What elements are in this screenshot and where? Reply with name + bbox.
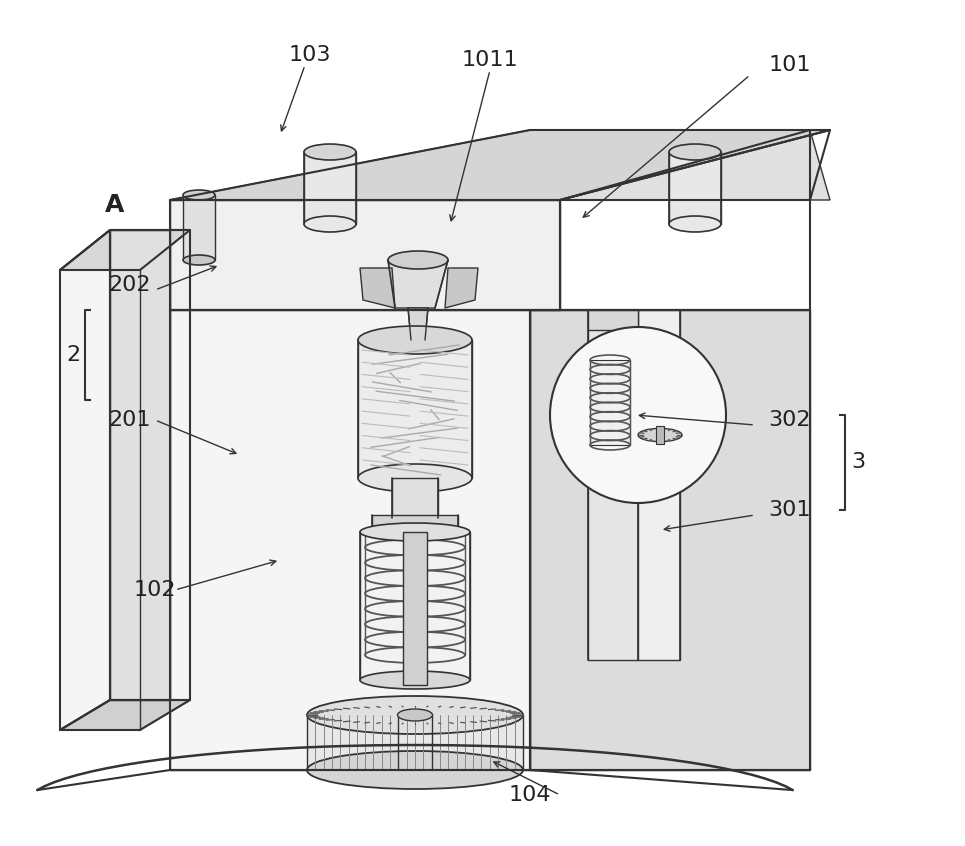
Polygon shape — [304, 152, 356, 224]
Text: 301: 301 — [769, 500, 812, 520]
Ellipse shape — [307, 696, 523, 734]
Polygon shape — [110, 230, 190, 700]
Polygon shape — [358, 340, 472, 478]
Text: 201: 201 — [109, 410, 152, 430]
Polygon shape — [170, 310, 530, 770]
Ellipse shape — [358, 464, 472, 492]
Polygon shape — [388, 260, 448, 308]
Text: 104: 104 — [509, 785, 551, 805]
Polygon shape — [360, 532, 470, 680]
Ellipse shape — [307, 751, 523, 789]
Ellipse shape — [398, 709, 432, 721]
Polygon shape — [588, 310, 638, 330]
Text: 2: 2 — [66, 345, 80, 365]
Ellipse shape — [358, 326, 472, 354]
Ellipse shape — [669, 144, 721, 160]
Ellipse shape — [638, 428, 682, 442]
Polygon shape — [530, 310, 810, 770]
Polygon shape — [590, 360, 630, 445]
Polygon shape — [372, 515, 458, 532]
Polygon shape — [110, 230, 170, 700]
Polygon shape — [669, 152, 721, 224]
Polygon shape — [588, 310, 638, 660]
Polygon shape — [60, 230, 110, 730]
Polygon shape — [656, 426, 664, 444]
Polygon shape — [60, 230, 190, 270]
Polygon shape — [445, 268, 478, 308]
Ellipse shape — [304, 144, 356, 160]
Text: A: A — [105, 193, 124, 217]
Text: 3: 3 — [851, 452, 865, 472]
Ellipse shape — [304, 216, 356, 232]
Polygon shape — [408, 308, 428, 340]
Ellipse shape — [183, 255, 215, 265]
Polygon shape — [638, 310, 680, 660]
Ellipse shape — [360, 671, 470, 689]
Text: 202: 202 — [109, 275, 152, 295]
Text: 1011: 1011 — [461, 50, 518, 70]
Polygon shape — [360, 268, 395, 308]
Ellipse shape — [360, 523, 470, 541]
Polygon shape — [392, 478, 438, 518]
Polygon shape — [60, 700, 190, 730]
Text: 103: 103 — [289, 45, 331, 65]
Ellipse shape — [669, 216, 721, 232]
Ellipse shape — [183, 190, 215, 200]
Polygon shape — [170, 130, 830, 200]
Polygon shape — [530, 130, 830, 200]
Text: 101: 101 — [769, 55, 812, 75]
Circle shape — [550, 327, 726, 503]
Ellipse shape — [388, 251, 448, 269]
Polygon shape — [183, 195, 215, 260]
Polygon shape — [403, 532, 427, 685]
Polygon shape — [307, 715, 523, 770]
Text: 302: 302 — [769, 410, 812, 430]
Polygon shape — [170, 200, 560, 310]
Text: 102: 102 — [134, 580, 177, 600]
